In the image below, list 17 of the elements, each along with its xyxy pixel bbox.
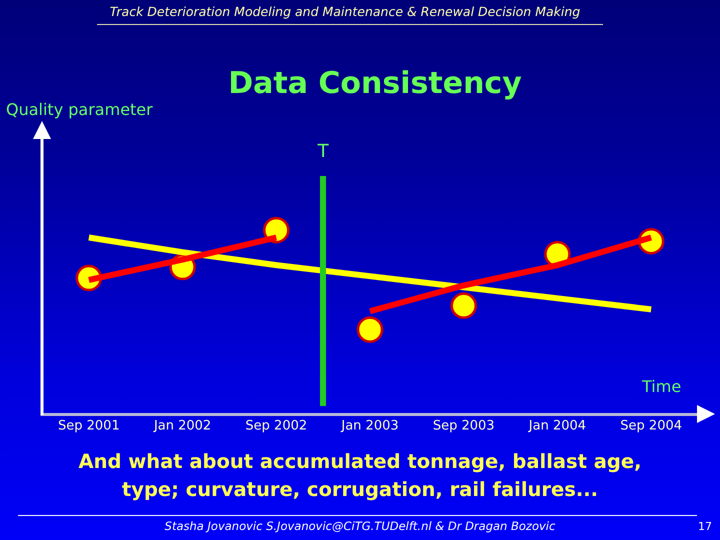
- text: And what about accumulated tonnage, ballast age, type; curvature, corrugation, rail failures...: [77, 449, 643, 503]
- text: 17: [698, 520, 712, 533]
- text: Track Deterioration Modeling and Maintenance & Renewal Decision Making: [108, 4, 582, 19]
- point: [356, 316, 384, 343]
- text: Quality parameter: [6, 100, 153, 119]
- x-tick-label: Sep 2002: [245, 418, 308, 434]
- x-tick-label: Sep 2004: [620, 418, 682, 434]
- x-tick-label: Jan 2002: [152, 418, 212, 434]
- text: T: [316, 141, 330, 162]
- x-axis-title: Time: [642, 377, 682, 396]
- x-tick-label: Sep 2001: [58, 418, 120, 434]
- text: Stasha Jovanovic S.Jovanovic@CiTG.TUDelft.nl & Dr Dragan Bozovic: [164, 519, 556, 533]
- x-tick-label: Sep 2003: [432, 418, 495, 434]
- chart-title: Data Consistency: [227, 66, 523, 101]
- x-tick-label: Jan 2003: [340, 418, 399, 434]
- point: [450, 292, 477, 319]
- x-tick-label: Jan 2004: [528, 418, 586, 434]
